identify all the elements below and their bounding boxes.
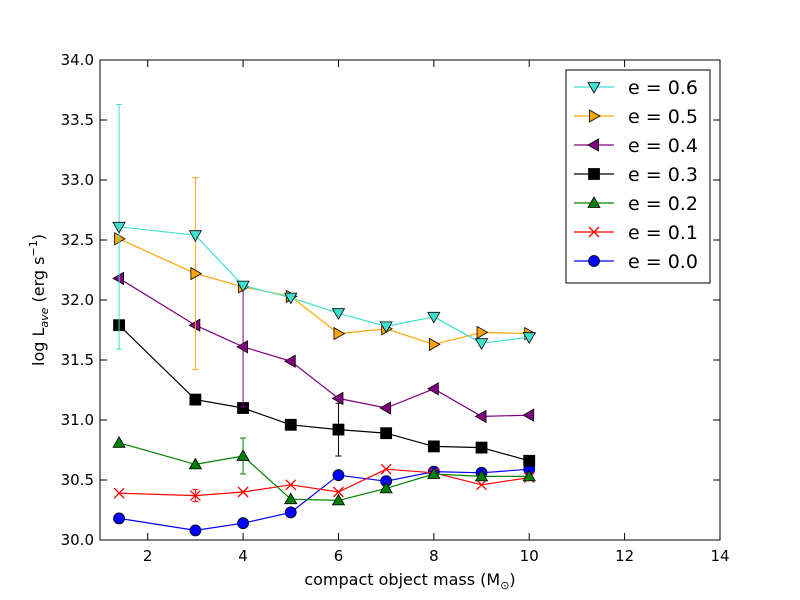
data-point (379, 481, 393, 494)
data-point (236, 449, 250, 461)
data-point (522, 408, 535, 422)
data-point (189, 490, 201, 502)
legend-marker (588, 226, 600, 238)
data-point (331, 308, 346, 321)
x-tick-label: 6 (334, 547, 344, 565)
legend-label: e = 0.1 (628, 222, 698, 244)
series-e-0-4 (112, 271, 535, 424)
data-point (284, 292, 298, 305)
data-point (379, 401, 392, 415)
data-point (427, 440, 440, 453)
legend-marker (587, 138, 599, 152)
data-point (427, 311, 441, 324)
data-point (114, 232, 126, 246)
legend-item: e = 0.2 (574, 193, 698, 215)
y-tick-label: 32.0 (61, 291, 94, 309)
data-point (113, 487, 125, 499)
data-point (284, 506, 297, 519)
series-e-0-6 (112, 103, 536, 351)
data-point (188, 230, 203, 243)
data-point (474, 409, 487, 424)
data-point (112, 435, 126, 448)
x-tick-label: 4 (238, 547, 248, 565)
legend-label: e = 0.3 (628, 164, 698, 186)
legend-label: e = 0.4 (628, 135, 698, 157)
x-axis-label: compact object mass (M⊙) (304, 570, 515, 592)
data-point (112, 221, 126, 234)
data-point (428, 337, 441, 352)
data-point (476, 479, 487, 491)
y-tick-label: 30.0 (61, 531, 94, 549)
y-tick-label: 33.5 (61, 111, 94, 129)
series-e-0-2 (112, 435, 536, 506)
data-point (427, 467, 441, 479)
legend-marker (587, 82, 601, 94)
data-point (474, 338, 489, 351)
legend-item: e = 0.3 (574, 164, 698, 186)
legend-item: e = 0.6 (574, 77, 698, 99)
legend-marker (588, 168, 600, 180)
legend-label: e = 0.2 (628, 193, 698, 215)
data-point (380, 427, 393, 440)
data-point (427, 382, 439, 396)
data-point (333, 486, 344, 498)
legend-marker (588, 255, 600, 267)
data-point (113, 512, 125, 525)
data-point (475, 441, 488, 454)
data-point (332, 469, 345, 482)
data-point (380, 463, 392, 475)
y-tick-label: 30.5 (61, 471, 94, 489)
data-point (284, 492, 298, 505)
data-point (379, 321, 393, 334)
data-point (236, 340, 248, 354)
legend-marker (589, 109, 601, 123)
data-point (523, 454, 536, 467)
legend-item: e = 0.1 (574, 222, 698, 244)
x-tick-label: 2 (143, 547, 153, 565)
data-point (331, 391, 344, 406)
y-tick-label: 31.5 (61, 351, 94, 369)
data-point (522, 469, 536, 482)
legend: e = 0.6 e = 0.5 e = 0.4 e = 0.3 e = 0.2 e = 0… (565, 69, 711, 284)
data-point (331, 493, 346, 506)
data-point (190, 266, 203, 281)
x-tick-label: 12 (615, 547, 634, 565)
data-point (285, 479, 297, 491)
data-point (333, 326, 346, 341)
data-point (188, 318, 201, 332)
y-tick-label: 33.0 (61, 171, 94, 189)
legend-item: e = 0.4 (574, 135, 698, 157)
x-tick-label: 8 (429, 547, 439, 565)
data-point (474, 469, 489, 482)
y-tick-label: 31.0 (61, 411, 94, 429)
data-point (236, 280, 250, 293)
legend-label: e = 0.0 (628, 251, 698, 273)
data-point (284, 418, 297, 431)
series-e-0-0 (113, 463, 536, 537)
legend-item: e = 0.5 (574, 106, 698, 128)
legend-label: e = 0.5 (628, 106, 698, 128)
data-point (476, 325, 489, 340)
data-point (188, 457, 203, 470)
legend-marker (587, 196, 601, 208)
data-point (283, 354, 296, 368)
x-tick-label: 14 (710, 547, 729, 565)
data-point (522, 332, 536, 345)
data-point (237, 517, 249, 530)
data-point (112, 271, 124, 286)
y-axis-label: log Lave (erg s−1) (27, 234, 51, 366)
x-tick-label: 10 (520, 547, 539, 565)
data-point (332, 423, 345, 436)
data-point (189, 393, 202, 406)
legend-label: e = 0.6 (628, 77, 698, 99)
legend-item: e = 0.0 (574, 251, 698, 273)
data-point (189, 524, 202, 537)
y-tick-label: 32.5 (61, 231, 94, 249)
data-point (237, 486, 249, 498)
y-tick-label: 34.0 (61, 51, 94, 69)
